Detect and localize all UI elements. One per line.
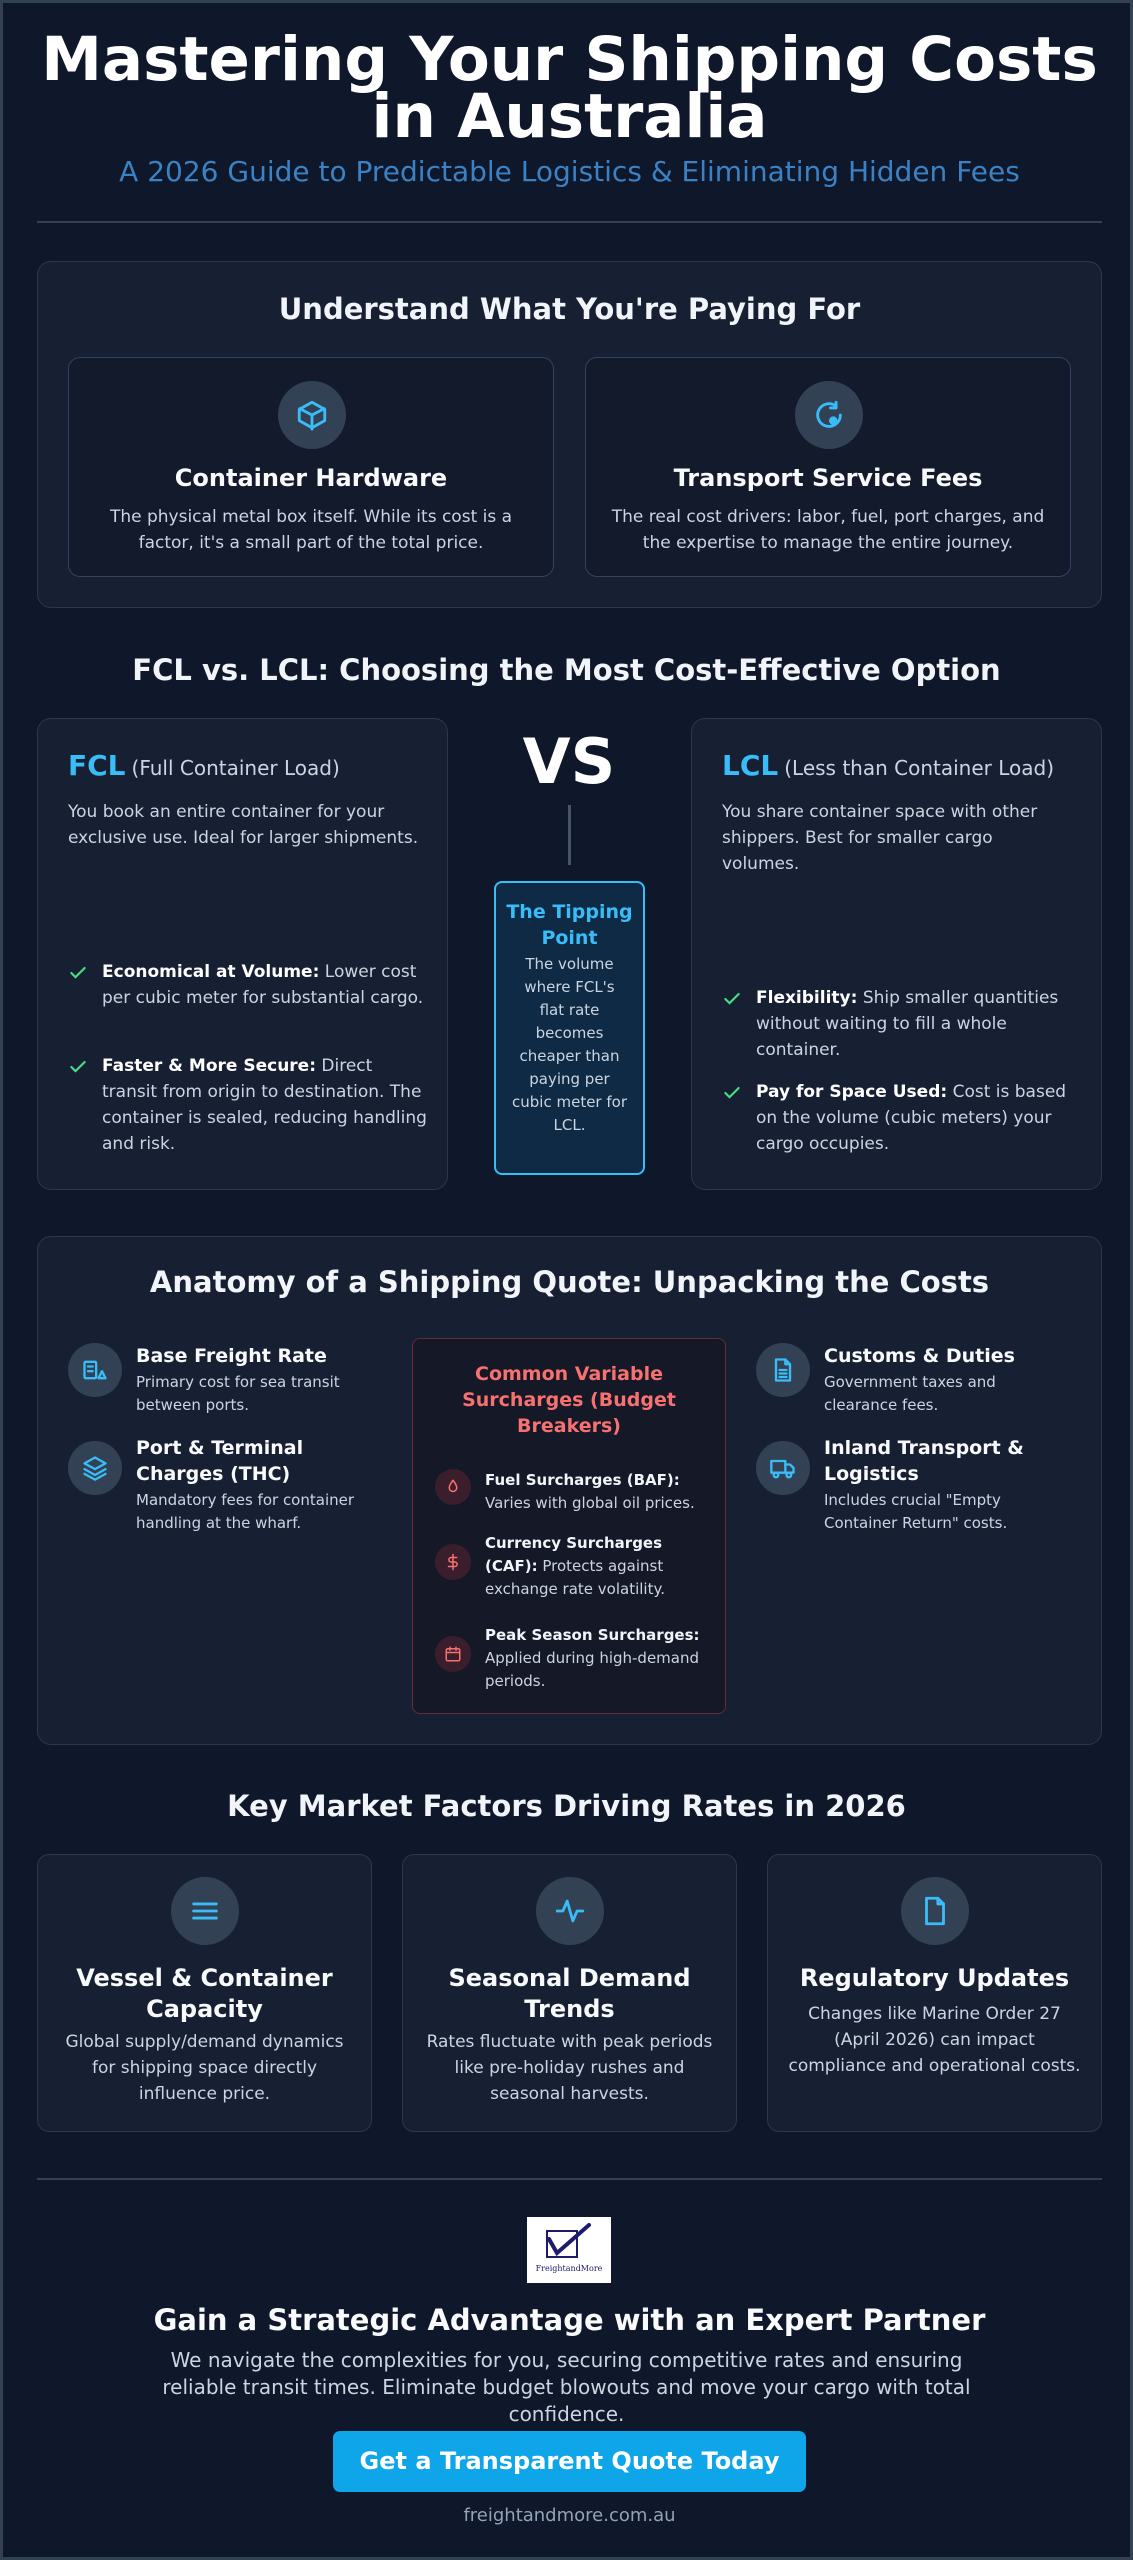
fcl-full: (Full Container Load) (131, 756, 340, 780)
transport-fees-card: Transport Service Fees The real cost dri… (585, 357, 1071, 577)
divider (37, 2178, 1102, 2180)
company-logo: FreightandMore (527, 2217, 611, 2283)
calendar-icon (435, 1636, 471, 1672)
quote-item-customs: Customs & Duties Government taxes and cl… (756, 1343, 1076, 1414)
lcl-full: (Less than Container Load) (784, 756, 1055, 780)
lcl-abbr: LCL (722, 749, 779, 782)
fuel-icon (435, 1469, 471, 1505)
factor-card-regulatory: Regulatory Updates Changes like Marine O… (767, 1854, 1102, 2132)
lcl-header: LCL (Less than Container Load) (722, 749, 1054, 782)
compare-heading: FCL vs. LCL: Choosing the Most Cost-Effe… (132, 653, 1001, 687)
section-heading: Understand What You're Paying For (278, 292, 861, 326)
fcl-description: You book an entire container for your ex… (68, 802, 419, 848)
refresh-icon (795, 381, 863, 449)
get-quote-button[interactable]: Get a Transparent Quote Today (333, 2431, 806, 2492)
file-icon (901, 1877, 969, 1945)
document-icon (756, 1343, 810, 1397)
layers-icon (68, 1441, 122, 1495)
tipping-point-title: The Tipping Point (506, 901, 633, 949)
factors-heading: Key Market Factors Driving Rates in 2026 (227, 1789, 906, 1823)
svg-text:FreightandMore: FreightandMore (536, 2264, 603, 2273)
vs-label: VS (522, 725, 616, 798)
cta-title: Gain a Strategic Advantage with an Exper… (153, 2303, 986, 2337)
dollar-icon (435, 1544, 471, 1580)
card-title: Transport Service Fees (673, 464, 983, 492)
surcharges-title: Common Variable Surcharges (Budget Break… (462, 1363, 676, 1437)
lcl-card: LCL (Less than Container Load) You share … (691, 718, 1102, 1190)
surcharge-item: Fuel Surcharges (BAF): Varies with globa… (435, 1469, 707, 1519)
check-icon (724, 992, 740, 1005)
page-title: Mastering Your Shipping Costs in Austral… (41, 24, 1098, 152)
tipping-point-text: The volume where FCL's flat rate becomes… (512, 955, 627, 1134)
fcl-abbr: FCL (68, 749, 126, 782)
surcharges-box: Common Variable Surcharges (Budget Break… (412, 1338, 726, 1714)
card-title: Container Hardware (174, 464, 448, 492)
surcharge-item: Peak Season Surcharges: Applied during h… (435, 1624, 707, 1694)
page-subtitle: A 2026 Guide to Predictable Logistics & … (119, 155, 1020, 188)
website-link[interactable]: freightandmore.com.au (463, 2505, 676, 2526)
check-icon (70, 966, 86, 979)
factor-card-seasonal: Seasonal Demand Trends Rates fluctuate w… (402, 1854, 737, 2132)
card-text: The physical metal box itself. While its… (109, 507, 513, 553)
understand-section: Understand What You're Paying For Contai… (37, 261, 1102, 608)
quote-item-base-freight: Base Freight Rate Primary cost for sea t… (68, 1343, 388, 1414)
lcl-point: Pay for Space Used: Cost is based on the… (722, 1079, 1081, 1157)
ship-icon (68, 1343, 122, 1397)
quote-item-inland-transport: Inland Transport & Logistics Includes cr… (756, 1435, 1076, 1535)
card-text: The real cost drivers: labor, fuel, port… (611, 507, 1045, 553)
fcl-card: FCL (Full Container Load) You book an ent… (37, 718, 448, 1190)
box-icon (278, 381, 346, 449)
fcl-point: Faster & More Secure: Direct transit fro… (68, 1053, 427, 1157)
lcl-description: You share container space with other shi… (722, 802, 1038, 874)
surcharge-item: Currency Surcharges (CAF): Protects agai… (435, 1532, 707, 1602)
truck-icon (756, 1441, 810, 1495)
factor-card-capacity: Vessel & Container Capacity Global suppl… (37, 1854, 372, 2132)
pulse-icon (536, 1877, 604, 1945)
vs-divider (568, 805, 571, 865)
check-icon (70, 1060, 86, 1073)
container-hardware-card: Container Hardware The physical metal bo… (68, 357, 554, 577)
fcl-header: FCL (Full Container Load) (68, 749, 340, 782)
lcl-point: Flexibility: Ship smaller quantities wit… (722, 985, 1081, 1063)
menu-icon (171, 1877, 239, 1945)
fcl-point: Economical at Volume: Lower cost per cub… (68, 959, 427, 1011)
section-heading: Anatomy of a Shipping Quote: Unpacking t… (149, 1265, 990, 1299)
divider (37, 221, 1102, 223)
check-icon (724, 1086, 740, 1099)
tipping-point-box: The Tipping Point The volume where FCL's… (494, 881, 645, 1175)
cta-text: We navigate the complexities for you, se… (162, 2348, 971, 2426)
quote-item-port-charges: Port & Terminal Charges (THC) Mandatory … (68, 1435, 388, 1535)
